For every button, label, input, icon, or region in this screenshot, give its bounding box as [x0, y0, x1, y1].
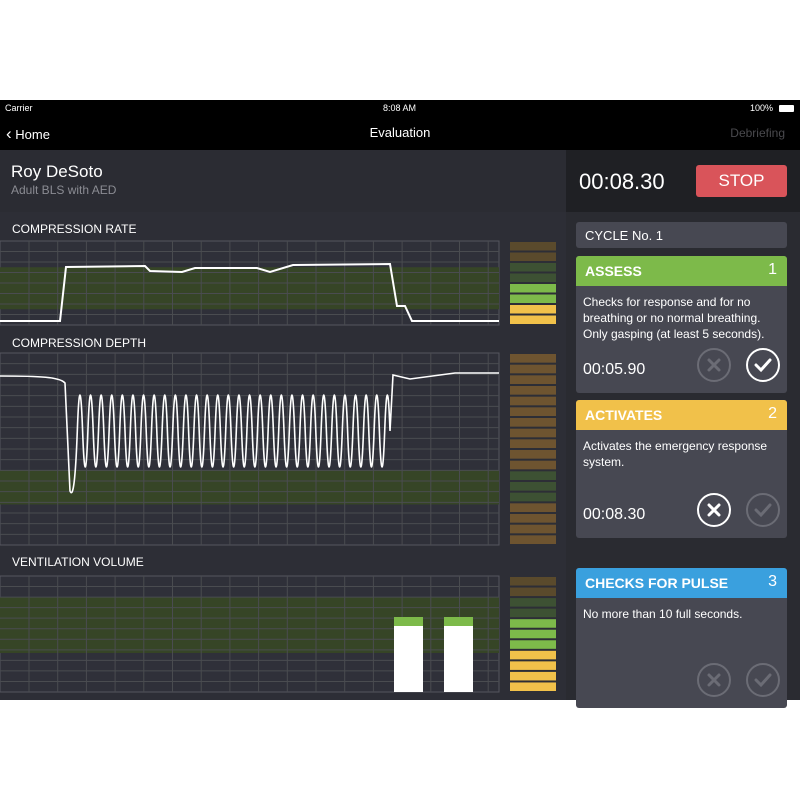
meter-segment: [510, 535, 556, 544]
meter-segment: [510, 242, 556, 251]
ventilation-bar-cap: [444, 617, 473, 626]
back-button[interactable]: ‹ Home: [6, 124, 50, 144]
meter-segment: [510, 661, 556, 670]
status-bar: Carrier 8:08 AM 100%: [0, 100, 800, 118]
step-number: 3: [768, 573, 777, 590]
carrier: Carrier: [5, 103, 33, 113]
meter-segment: [510, 598, 556, 607]
x-circle-icon[interactable]: [697, 348, 731, 382]
meter-segment: [510, 294, 556, 303]
ventilation-bar: [444, 626, 473, 692]
nav-bar: ‹ Home Evaluation Debriefing: [0, 118, 800, 150]
meter-segment: [510, 407, 556, 416]
step-header: ACTIVATES 2: [576, 400, 787, 430]
depth-waveform: [0, 372, 499, 494]
compression-rate-chart: [0, 240, 556, 326]
back-label: Home: [15, 127, 50, 142]
meter-segment: [510, 284, 556, 293]
meter-segment: [510, 315, 556, 324]
meter-segment: [510, 608, 556, 618]
x-circle-icon[interactable]: [697, 493, 731, 527]
meter-segment: [510, 418, 556, 427]
compression-depth-label: COMPRESSION DEPTH: [12, 336, 147, 350]
meter-segment: [510, 252, 556, 261]
clock: 8:08 AM: [383, 103, 417, 113]
check-circle-icon[interactable]: [746, 663, 780, 697]
meter-segment: [510, 460, 556, 470]
step-title: CHECKS FOR PULSE: [585, 575, 729, 591]
meter-segment: [510, 524, 556, 534]
debriefing-button[interactable]: Debriefing: [730, 126, 785, 140]
meter-segment: [510, 619, 556, 628]
meter-segment: [510, 682, 556, 691]
check-circle-icon[interactable]: [746, 348, 780, 382]
meter-segment: [510, 375, 556, 384]
meter-segment: [510, 428, 556, 438]
app-screen: Carrier 8:08 AM 100% ‹ Home Evaluation D…: [0, 100, 800, 708]
target-band: [0, 267, 499, 310]
battery-icon: [779, 105, 794, 112]
check-circle-icon[interactable]: [746, 493, 780, 527]
meter-segment: [510, 640, 556, 649]
page-title: Evaluation: [369, 125, 431, 140]
meter-segment: [510, 354, 556, 363]
elapsed-timer: 00:08.30: [579, 169, 665, 194]
meter-segment: [510, 492, 556, 502]
step-title: ACTIVATES: [585, 407, 663, 423]
target-band: [0, 597, 499, 653]
step-title: ASSESS: [585, 263, 642, 279]
patient-name: Roy DeSoto: [11, 162, 103, 181]
meter-segment: [510, 396, 556, 406]
ventilation-bar: [394, 626, 423, 692]
target-band: [0, 470, 499, 505]
meter-segment: [510, 364, 556, 374]
meter-segment: [510, 273, 556, 282]
step-header: ASSESS 1: [576, 256, 787, 286]
step-description: Checks for response and for no breathing…: [583, 295, 765, 341]
scenario-name: Adult BLS with AED: [11, 183, 117, 197]
step-time: 00:05.90: [583, 361, 646, 378]
ventilation-volume-chart: [0, 575, 556, 693]
meter-segment: [510, 439, 556, 448]
step-description: No more than 10 full seconds.: [583, 607, 743, 621]
step-card: CHECKS FOR PULSE 3 No more than 10 full s…: [576, 568, 787, 708]
step-header: CHECKS FOR PULSE 3: [576, 568, 787, 598]
meter-segment: [510, 514, 556, 523]
compression-depth-chart: [0, 352, 556, 546]
meter-segment: [510, 629, 556, 639]
charts-panel: COMPRESSION RATE COMPRESSION DEPTH VENTI…: [0, 212, 566, 700]
meter-segment: [510, 263, 556, 272]
step-number: 1: [768, 261, 777, 278]
stop-button[interactable]: STOP: [696, 165, 787, 197]
cycle-label: CYCLE No. 1: [576, 222, 787, 248]
step-number: 2: [768, 405, 777, 422]
meter-segment: [510, 386, 556, 395]
step-card: ACTIVATES 2 Activates the emergency respo…: [576, 400, 787, 538]
ventilation-bar-cap: [394, 617, 423, 626]
meter-segment: [510, 503, 556, 512]
step-description: Activates the emergency response system.: [583, 439, 768, 469]
checklist-panel: CYCLE No. 1 ASSESS 1 Checks for response …: [566, 212, 800, 708]
compression-rate-label: COMPRESSION RATE: [12, 222, 137, 236]
meter-segment: [510, 650, 556, 660]
step-time: 00:08.30: [583, 506, 646, 523]
step-card: ASSESS 1 Checks for response and for no b…: [576, 256, 787, 393]
battery-level: 100%: [750, 103, 774, 113]
meter-segment: [510, 450, 556, 459]
meter-segment: [510, 587, 556, 597]
meter-segment: [510, 482, 556, 491]
timer-header: 00:08.30 STOP: [566, 150, 800, 212]
chevron-left-icon: ‹: [6, 124, 12, 143]
patient-header: Roy DeSoto Adult BLS with AED: [0, 150, 566, 212]
rate-line: [0, 262, 499, 322]
meter-segment: [510, 305, 556, 314]
meter-segment: [510, 671, 556, 681]
x-circle-icon[interactable]: [697, 663, 731, 697]
ventilation-volume-label: VENTILATION VOLUME: [12, 555, 144, 569]
meter-segment: [510, 577, 556, 586]
meter-segment: [510, 471, 556, 480]
